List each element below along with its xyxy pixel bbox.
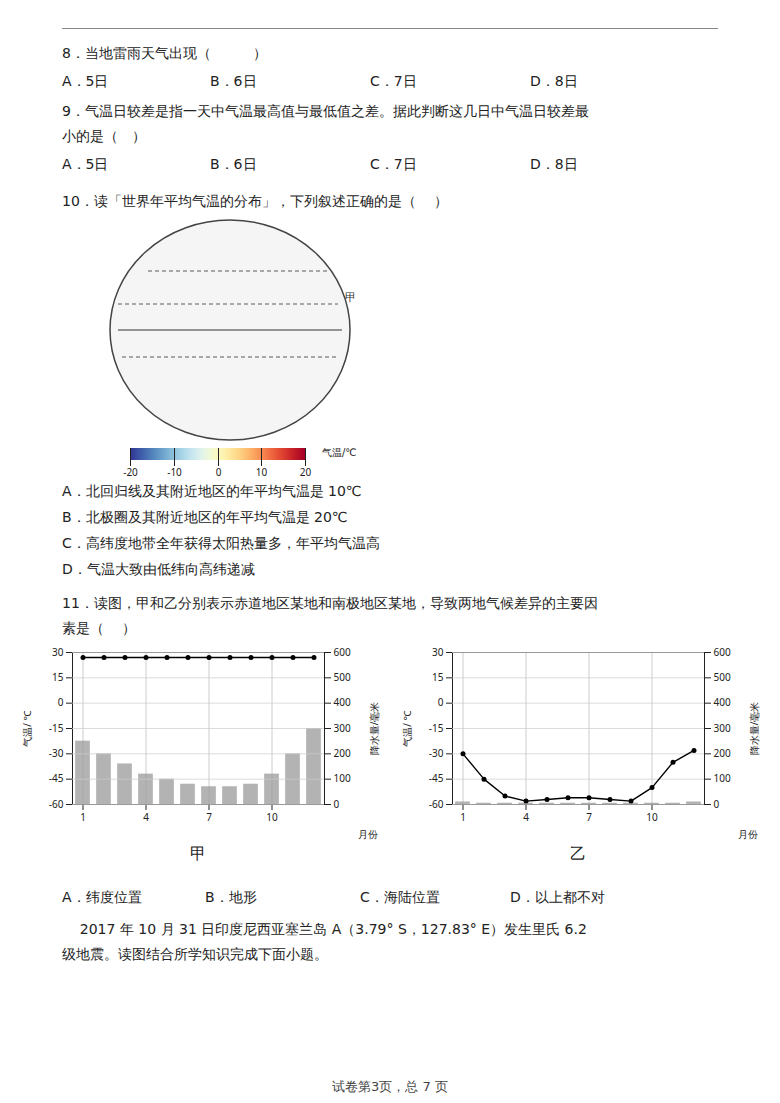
svg-text:20: 20 <box>300 465 312 479</box>
html-text:小的是（ ）: 小的是（ ） <box>62 128 146 144</box>
html-text:试卷第3页，总 7 页: 试卷第3页，总 7 页 <box>332 1079 448 1094</box>
svg-text:600: 600 <box>334 645 351 659</box>
svg-text:月份: 月份 <box>738 827 758 841</box>
html-text:D．以上都不对: D．以上都不对 <box>510 889 605 905</box>
svg-text:500: 500 <box>334 670 351 684</box>
svg-text:15: 15 <box>432 670 444 684</box>
svg-text:4: 4 <box>143 810 149 824</box>
svg-text:7: 7 <box>206 810 212 824</box>
svg-text:300: 300 <box>714 721 731 735</box>
html-text:A．北回归线及其附近地区的年平均气温是 10℃: A．北回归线及其附近地区的年平均气温是 10℃ <box>62 483 362 499</box>
svg-text:-60: -60 <box>49 797 64 811</box>
svg-text:30: 30 <box>52 645 64 659</box>
svg-text:0: 0 <box>216 465 222 479</box>
html-text:A．纬度位置: A．纬度位置 <box>62 889 142 905</box>
svg-text:400: 400 <box>714 695 731 709</box>
svg-text:100: 100 <box>714 771 731 785</box>
html-text:C．海陆位置: C．海陆位置 <box>360 889 440 905</box>
html-text:B．北极圈及其附近地区的年平均气温是 20℃: B．北极圈及其附近地区的年平均气温是 20℃ <box>62 509 348 525</box>
svg-text:-45: -45 <box>429 771 444 785</box>
svg-text:气温/ ℃: 气温/ ℃ <box>400 710 414 746</box>
html-text:D．8日: D．8日 <box>530 156 578 172</box>
svg-text:降水量/毫米: 降水量/毫米 <box>367 702 381 756</box>
html-text:D．气温大致由低纬向高纬递减: D．气温大致由低纬向高纬递减 <box>62 561 255 577</box>
html-text:8．当地雷雨天气出现（ ）: 8．当地雷雨天气出现（ ） <box>62 45 267 61</box>
svg-text:气温/ ℃: 气温/ ℃ <box>20 710 34 746</box>
svg-text:10: 10 <box>256 465 268 479</box>
html-text:甲: 甲 <box>190 844 206 863</box>
html-text:甲: 甲 <box>345 291 356 304</box>
html-text:B．6日: B．6日 <box>210 156 257 172</box>
svg-text:4: 4 <box>523 810 529 824</box>
svg-text:0: 0 <box>438 695 444 709</box>
html-text:素是（ ）: 素是（ ） <box>62 620 137 636</box>
svg-text:-45: -45 <box>49 771 64 785</box>
svg-text:200: 200 <box>714 746 731 760</box>
html-text:2017 年 10 月 31 日印度尼西亚塞兰岛 A（3.7: 2017 年 10 月 31 日印度尼西亚塞兰岛 A（3.79° S，127.8… <box>62 921 587 937</box>
html-text:D．8日: D．8日 <box>530 73 578 89</box>
svg-text:1: 1 <box>460 810 466 824</box>
svg-text:15: 15 <box>52 670 64 684</box>
svg-text:-30: -30 <box>49 746 64 760</box>
svg-text:10: 10 <box>646 810 658 824</box>
svg-text:500: 500 <box>714 670 731 684</box>
svg-text:0: 0 <box>58 695 64 709</box>
svg-text:-60: -60 <box>429 797 444 811</box>
svg-text:-15: -15 <box>49 721 64 735</box>
html-text:级地震。读图结合所学知识完成下面小题。: 级地震。读图结合所学知识完成下面小题。 <box>62 946 328 962</box>
svg-text:0: 0 <box>334 797 340 811</box>
svg-text:400: 400 <box>334 695 351 709</box>
svg-text:月份: 月份 <box>358 827 378 841</box>
svg-text:1: 1 <box>80 810 86 824</box>
svg-text:600: 600 <box>714 645 731 659</box>
svg-text:降水量/毫米: 降水量/毫米 <box>747 702 761 756</box>
html-text:C．7日: C．7日 <box>370 73 417 89</box>
svg-text:30: 30 <box>432 645 444 659</box>
svg-text:7: 7 <box>586 810 592 824</box>
svg-text:100: 100 <box>334 771 351 785</box>
html-text:C．7日: C．7日 <box>370 156 417 172</box>
svg-text:-15: -15 <box>429 721 444 735</box>
svg-text:200: 200 <box>334 746 351 760</box>
html-text:10．读「世界年平均气温的分布」，下列叙述正确的是（ ）: 10．读「世界年平均气温的分布」，下列叙述正确的是（ ） <box>62 193 449 209</box>
svg-text:-10: -10 <box>167 465 182 479</box>
html-text:A．5日: A．5日 <box>62 156 109 172</box>
svg-text:-30: -30 <box>429 746 444 760</box>
html-text:11．读图，甲和乙分别表示赤道地区某地和南极地区某地，导致两: 11．读图，甲和乙分别表示赤道地区某地和南极地区某地，导致两地气候差异的主要因 <box>62 595 598 611</box>
svg-text:-20: -20 <box>123 465 138 479</box>
html-text:气温/℃: 气温/℃ <box>322 447 357 458</box>
html-text:C．高纬度地带全年获得太阳热量多，年平均气温高: C．高纬度地带全年获得太阳热量多，年平均气温高 <box>62 535 380 551</box>
svg-text:10: 10 <box>266 810 278 824</box>
html-text:B．地形: B．地形 <box>205 889 257 905</box>
html-text:A．5日: A．5日 <box>62 73 109 89</box>
svg-text:0: 0 <box>714 797 720 811</box>
html-text:9．气温日较差是指一天中气温最高值与最低值之差。据此判断这几: 9．气温日较差是指一天中气温最高值与最低值之差。据此判断这几日中气温日较差最 <box>62 103 589 119</box>
svg-text:300: 300 <box>334 721 351 735</box>
html-text:乙: 乙 <box>570 844 586 863</box>
html-text:B．6日: B．6日 <box>210 73 257 89</box>
